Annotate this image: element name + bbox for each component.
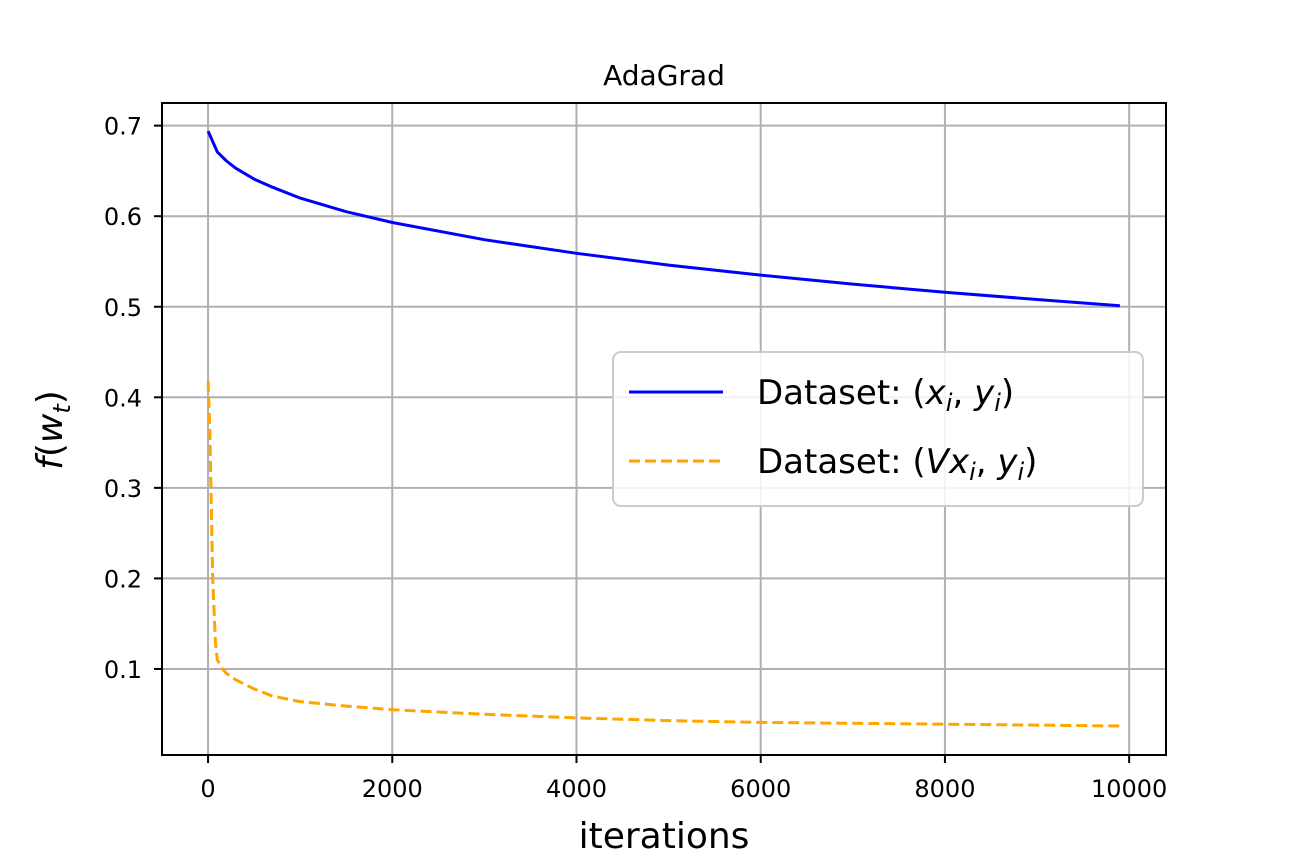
y-label-sub: t bbox=[48, 403, 76, 414]
y-tick-label: 0.5 bbox=[104, 294, 142, 322]
legend-label-series-2: Dataset: (Vxi, yi) bbox=[757, 442, 1037, 486]
x-tick-label: 0 bbox=[200, 775, 215, 803]
y-axis-label: f(wt) bbox=[30, 390, 76, 470]
x-axis-label: iterations bbox=[579, 816, 750, 857]
chart-title: AdaGrad bbox=[603, 59, 725, 92]
y-tick-label: 0.6 bbox=[104, 203, 142, 231]
x-tick-label: 2000 bbox=[362, 775, 423, 803]
x-tick-label: 10000 bbox=[1091, 775, 1167, 803]
x-tick-label: 4000 bbox=[546, 775, 607, 803]
series-line-2 bbox=[206, 380, 1120, 728]
plot-frame bbox=[161, 102, 1167, 756]
series-layer bbox=[206, 130, 1121, 728]
y-label-close: ) bbox=[30, 390, 71, 404]
y-tick-label: 0.7 bbox=[104, 113, 142, 141]
series-line-1 bbox=[206, 130, 1121, 308]
y-tick-label: 0.2 bbox=[104, 565, 142, 593]
legend: Dataset: (xi, yi) Dataset: (Vxi, yi) bbox=[612, 351, 1144, 507]
y-tick-label: 0.3 bbox=[104, 475, 142, 503]
legend-label-series-1: Dataset: (xi, yi) bbox=[757, 373, 1014, 417]
y-axis-ticks: 0.1 0.2 0.3 0.4 0.5 0.6 0.7 bbox=[104, 113, 162, 684]
y-tick-label: 0.4 bbox=[104, 384, 142, 412]
x-axis-ticks: 0 2000 4000 6000 8000 10000 bbox=[200, 755, 1167, 803]
y-label-w: w bbox=[30, 413, 71, 443]
x-tick-label: 8000 bbox=[914, 775, 975, 803]
y-label-open: ( bbox=[30, 443, 71, 457]
svg-text:f(wt): f(wt) bbox=[30, 390, 76, 470]
y-tick-label: 0.1 bbox=[104, 656, 142, 684]
x-tick-label: 6000 bbox=[730, 775, 791, 803]
legend-box bbox=[612, 351, 1144, 507]
